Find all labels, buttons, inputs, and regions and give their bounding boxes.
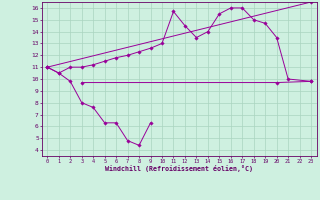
X-axis label: Windchill (Refroidissement éolien,°C): Windchill (Refroidissement éolien,°C) <box>105 165 253 172</box>
